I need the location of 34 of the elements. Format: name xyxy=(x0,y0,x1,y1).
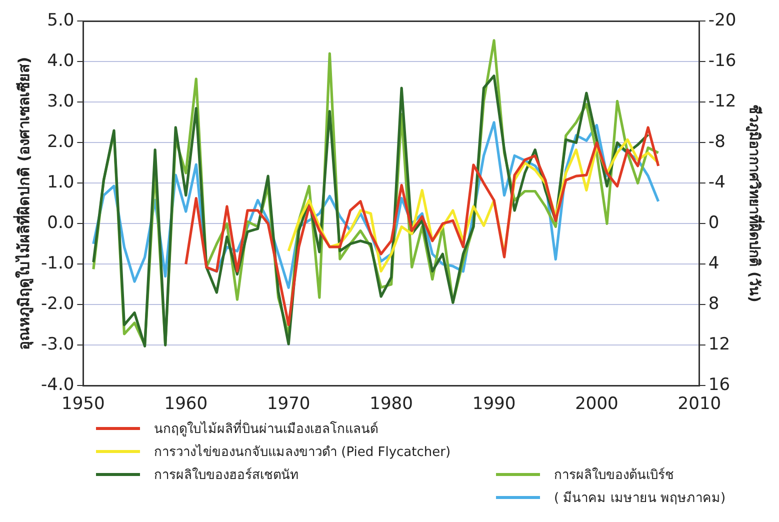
y2-tick-label: 4 xyxy=(708,254,720,274)
y2-axis-title: ชีวภูมิอากาศวิทยาที่ผิดปกติ (วัน) xyxy=(746,104,765,302)
y2-tick-label: -12 xyxy=(708,92,736,112)
y2-tick-label: -4 xyxy=(708,172,726,193)
x-tick-label: 2000 xyxy=(575,394,618,414)
legend-label: การผลิใบของต้นเบิร์ช xyxy=(554,466,674,485)
y2-tick-label: 12 xyxy=(708,334,730,355)
y-tick-label: -4.0 xyxy=(41,375,74,396)
y2-tick-label: 0 xyxy=(708,213,720,234)
y-tick-label: -3.0 xyxy=(41,334,74,355)
y-tick-label: 4.0 xyxy=(47,51,74,72)
y-tick-label: 2.0 xyxy=(47,132,74,152)
y-tick-label: 1.0 xyxy=(47,172,74,193)
y-tick-label: 3.0 xyxy=(47,92,74,112)
x-tick-label: 1970 xyxy=(266,394,310,414)
y2-tick-label: -8 xyxy=(708,132,726,152)
x-tick-label: 1980 xyxy=(370,394,413,414)
legend-label: นกฤดูใบไม้ผลิที่บินผ่านเมืองเฮลโกแลนด์ xyxy=(154,418,378,439)
y2-tick-label: 8 xyxy=(708,294,720,314)
y2-tick-label: -20 xyxy=(708,10,736,31)
x-tick-label: 1950 xyxy=(62,394,105,414)
y-tick-label: -1.0 xyxy=(41,254,74,274)
x-tick-label: 1990 xyxy=(472,394,516,414)
x-tick-label: 2010 xyxy=(678,394,722,414)
x-tick-label: 1960 xyxy=(164,394,208,414)
y2-tick-label: 16 xyxy=(708,375,730,396)
y2-tick-label: -16 xyxy=(708,51,736,72)
legend-label: การผลิใบของฮอร์สเชตนัท xyxy=(154,466,299,485)
y-tick-label: 5.0 xyxy=(47,10,74,31)
y-tick-label: 0.0 xyxy=(47,213,74,234)
y-tick-label: -2.0 xyxy=(41,294,74,314)
legend-label: การวางไข่ของนกจับแมลงขาวดำ (Pied Flycatcher) xyxy=(154,443,451,462)
y-axis-title: อุณหภูมิฤดูใบไม้ผลิที่ผิดปกติ (องศาเซลเซียส) xyxy=(12,56,34,350)
legend-label: ( มีนาคม เมษายน พฤษภาคม) xyxy=(554,490,726,508)
